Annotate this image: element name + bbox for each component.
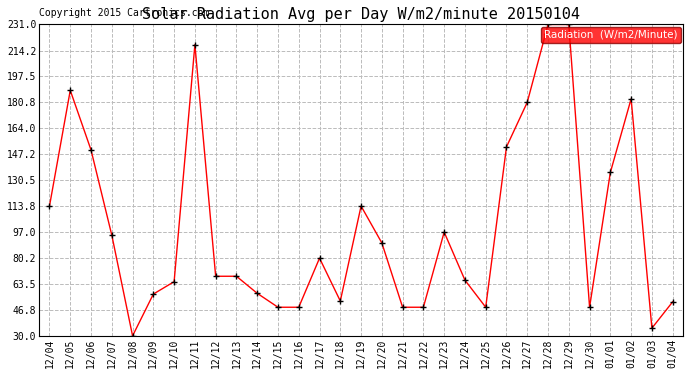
Title: Solar Radiation Avg per Day W/m2/minute 20150104: Solar Radiation Avg per Day W/m2/minute … [142,7,580,22]
Legend: Radiation  (W/m2/Minute): Radiation (W/m2/Minute) [541,27,681,43]
Text: Copyright 2015 Cartronics.com: Copyright 2015 Cartronics.com [39,8,210,18]
